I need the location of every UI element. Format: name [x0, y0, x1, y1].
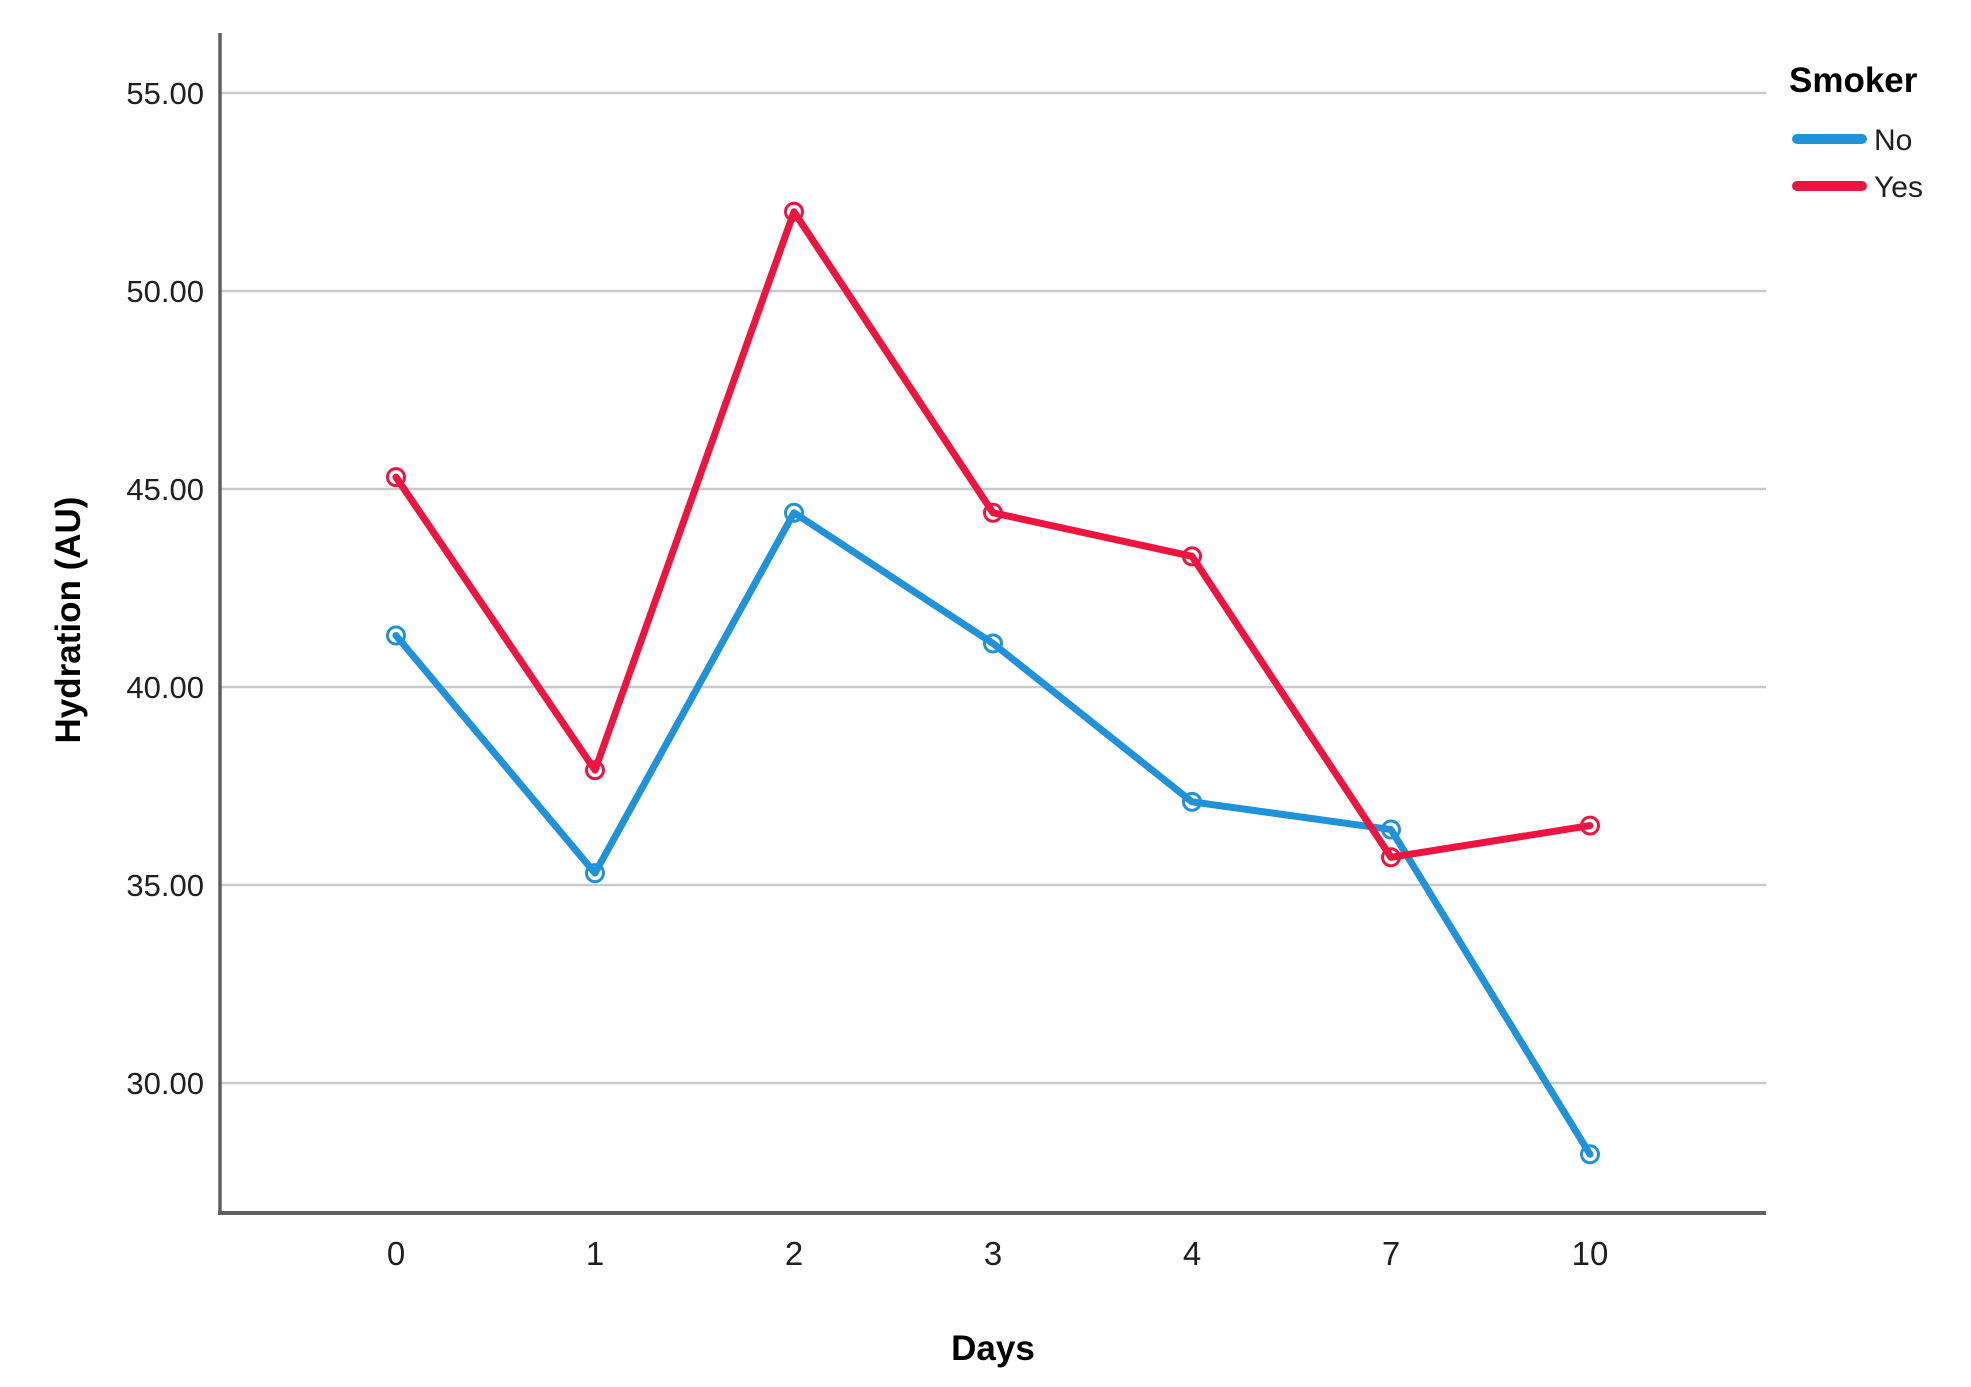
y-axis-title: Hydration (AU)	[49, 497, 88, 744]
y-tick-label: 55.00	[126, 76, 204, 111]
legend: No Yes	[1792, 124, 1923, 204]
data-point-marker-yes	[1182, 546, 1202, 567]
data-point-marker-no	[585, 863, 605, 884]
series-line-yes	[392, 208, 1594, 861]
data-point-marker-yes	[585, 760, 605, 781]
series-line-no	[392, 509, 1594, 1158]
x-tick-label: 2	[785, 1235, 803, 1272]
x-tick-label: 3	[984, 1235, 1002, 1272]
axes	[218, 33, 1766, 1215]
data-point-marker-no	[1182, 791, 1202, 812]
data-point-marker-yes	[386, 467, 406, 488]
x-tick-label: 1	[586, 1235, 604, 1272]
tick-labels: 30.00 35.00 40.00 45.00 50.00 55.00 0 1 2 3 4 7 10	[126, 76, 1608, 1272]
data-point-marker-no	[1381, 819, 1401, 840]
gridlines	[220, 91, 1766, 1085]
x-tick-label: 7	[1382, 1235, 1400, 1272]
data-point-marker-yes	[983, 502, 1003, 523]
x-axis-title: Days	[951, 1329, 1035, 1368]
data-point-marker-no	[983, 633, 1003, 654]
y-tick-label: 50.00	[126, 274, 204, 309]
data-point-marker-no	[386, 625, 406, 646]
y-tick-label: 45.00	[126, 472, 204, 507]
data-point-marker-yes	[784, 201, 804, 222]
y-tick-label: 40.00	[126, 670, 204, 705]
data-point-marker-yes	[1381, 847, 1401, 868]
x-tick-label: 4	[1183, 1235, 1201, 1272]
legend-title: Smoker	[1789, 61, 1918, 100]
legend-label-yes: Yes	[1874, 171, 1923, 204]
x-tick-label: 0	[387, 1235, 405, 1272]
data-point-marker-yes	[1580, 815, 1600, 836]
y-tick-label: 30.00	[126, 1066, 204, 1101]
y-tick-label: 35.00	[126, 868, 204, 903]
x-tick-label: 10	[1572, 1235, 1609, 1272]
data-point-marker-no	[784, 502, 804, 523]
legend-label-no: No	[1874, 124, 1912, 157]
data-point-marker-no	[1580, 1144, 1600, 1165]
series-lines	[386, 201, 1600, 1165]
